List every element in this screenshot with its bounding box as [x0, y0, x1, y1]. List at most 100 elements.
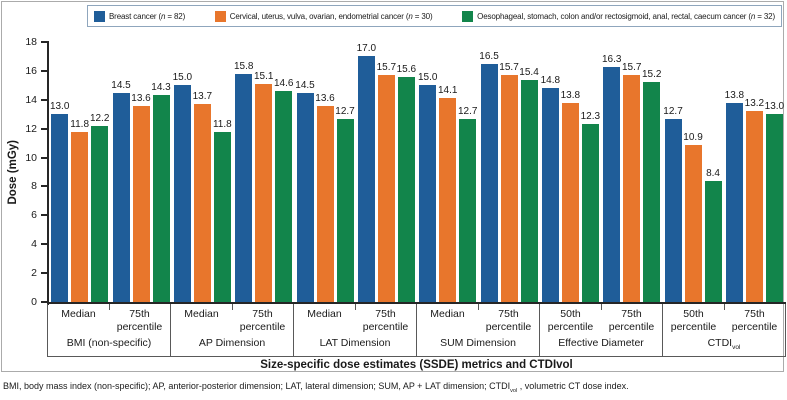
x-axis-subgroup-label: 75th percentile — [362, 308, 409, 333]
bar-subgroup: 15.0 13.7 11.8 — [172, 42, 233, 302]
x-axis-line — [47, 302, 786, 304]
x-axis-group-label-text: CTDI — [707, 337, 733, 349]
bar-group: 15.0 14.1 12.7 16.5 15.7 15.4 — [417, 42, 540, 302]
x-axis-subgroup-row: Median 75th percentile — [171, 304, 293, 336]
y-axis-tick — [41, 156, 47, 159]
bar-wrap: 15.7 — [376, 42, 397, 302]
y-axis-tick-label: 18 — [25, 36, 37, 48]
x-axis-group: Median 75th percentile BMI (non-specific) — [47, 304, 171, 356]
y-axis-line — [47, 41, 49, 305]
y-axis-tick-label: 14 — [25, 93, 37, 106]
y-axis-tick — [41, 301, 47, 303]
bar-wrap: 14.3 — [151, 42, 171, 302]
bar — [419, 85, 437, 302]
bar — [480, 63, 498, 302]
bar-subgroup: 15.0 14.1 12.7 — [417, 42, 478, 302]
bar-value-label: 17.0 — [356, 43, 377, 55]
x-axis-subgroup-row: 50th percentile 75th percentile — [540, 304, 662, 336]
bar-value-label: 8.4 — [706, 167, 720, 179]
x-axis-group: Median 75th percentile LAT Dimension — [294, 304, 417, 356]
bar — [684, 144, 702, 302]
bar-value-label: 14.5 — [111, 79, 131, 91]
bar-subgroup: 14.5 13.6 12.7 — [294, 42, 355, 302]
y-axis-tick — [41, 243, 47, 246]
bar-value-label: 14.5 — [295, 79, 315, 91]
x-axis-title: Size-specific dose estimates (SSDE) metr… — [260, 359, 573, 371]
bar-wrap: 14.6 — [274, 42, 293, 302]
bar — [520, 79, 538, 302]
bar-value-label: 16.5 — [479, 50, 499, 62]
bar-wrap: 13.7 — [192, 42, 213, 302]
x-axis-subgroup-label: 75th percentile — [485, 308, 532, 333]
legend-label: Cervical, uterus, vulva, ovarian, endome… — [229, 11, 433, 21]
bar — [91, 125, 109, 302]
x-axis-subgroup-tick — [724, 304, 725, 310]
legend-swatch-icon — [214, 10, 226, 22]
bar-wrap: 15.0 — [173, 42, 192, 302]
bar — [603, 66, 621, 302]
bar — [152, 95, 170, 302]
bar-value-label: 15.0 — [417, 72, 438, 84]
bar-value-label: 13.6 — [315, 92, 335, 104]
bar-value-label: 15.7 — [621, 62, 642, 74]
bar-wrap: 8.4 — [704, 42, 722, 302]
y-axis-tick-label: 12 — [25, 122, 37, 135]
bar — [275, 91, 293, 302]
bar — [664, 118, 682, 302]
bar-value-label: 15.6 — [396, 63, 417, 75]
bar-value-label: 11.8 — [70, 118, 90, 130]
y-axis-tick — [41, 98, 47, 101]
bar — [377, 75, 395, 302]
bar — [745, 111, 763, 302]
bar — [623, 75, 641, 302]
bar-value-label: 10.9 — [683, 131, 703, 143]
x-axis-subgroup-row: Median 75th percentile — [294, 304, 416, 336]
bar-group: 14.8 13.8 12.3 16.3 15.7 15.2 — [540, 42, 663, 302]
x-axis-subgroup-label: 50th percentile — [547, 308, 594, 333]
x-axis-group: 50th percentile 75th percentile Effective … — [540, 304, 663, 356]
bar-wrap: 14.1 — [437, 42, 458, 302]
bar-wrap: 11.8 — [70, 42, 90, 302]
bar-value-label: 14.1 — [437, 85, 458, 97]
bar-wrap: 13.8 — [561, 42, 580, 302]
bar-wrap: 10.9 — [683, 42, 703, 302]
bar-group: 14.5 13.6 12.7 17.0 15.7 15.6 — [294, 42, 417, 302]
bar-subgroup: 16.5 15.7 15.4 — [478, 42, 539, 302]
bar-wrap: 15.6 — [396, 42, 417, 302]
x-axis-group-label: SUM Dimension — [417, 336, 539, 356]
y-axis-tick-label: 4 — [31, 238, 37, 251]
x-axis-subgroup-label: 75th percentile — [116, 308, 163, 333]
legend-item: Breast cancer (n = 82) — [94, 10, 185, 22]
bar — [561, 102, 579, 302]
bar-subgroup: 15.8 15.1 14.6 — [233, 42, 294, 302]
bar-value-label: 11.8 — [212, 118, 232, 130]
bar-value-label: 15.8 — [233, 60, 254, 72]
bar-wrap: 12.3 — [581, 42, 600, 302]
bar — [255, 83, 273, 302]
bar-wrap: 13.2 — [745, 42, 764, 302]
bar-wrap: 15.2 — [642, 42, 661, 302]
bar — [71, 131, 89, 302]
bar — [316, 105, 334, 302]
bar-wrap: 12.7 — [335, 42, 355, 302]
x-axis-labels: Median 75th percentile BMI (non-specific) M… — [47, 304, 786, 357]
y-axis-tick-label: 8 — [31, 180, 37, 193]
bar — [439, 98, 457, 302]
x-axis-group-label: Effective Diameter — [540, 336, 662, 356]
x-axis-subgroup-row: Median 75th percentile — [417, 304, 539, 336]
bar — [725, 102, 743, 302]
x-axis-subgroup-row: Median 75th percentile — [48, 304, 170, 336]
x-axis-group-label: BMI (non-specific) — [48, 336, 170, 356]
bar-value-label: 15.7 — [376, 62, 397, 74]
bar-group: 15.0 13.7 11.8 15.8 15.1 14.6 — [172, 42, 295, 302]
y-axis-tick-label: 2 — [31, 267, 37, 280]
bar-wrap: 15.7 — [499, 42, 519, 302]
bar-wrap: 13.0 — [765, 42, 784, 302]
bar-value-label: 15.1 — [253, 70, 274, 82]
x-axis-group-label-text: LAT Dimension — [319, 337, 391, 349]
x-axis-subgroup-label: Median — [61, 308, 96, 320]
bar — [643, 82, 661, 302]
bar-value-label: 13.7 — [192, 91, 213, 103]
bar-subgroup: 13.8 13.2 13.0 — [724, 42, 785, 302]
bar — [112, 92, 130, 302]
